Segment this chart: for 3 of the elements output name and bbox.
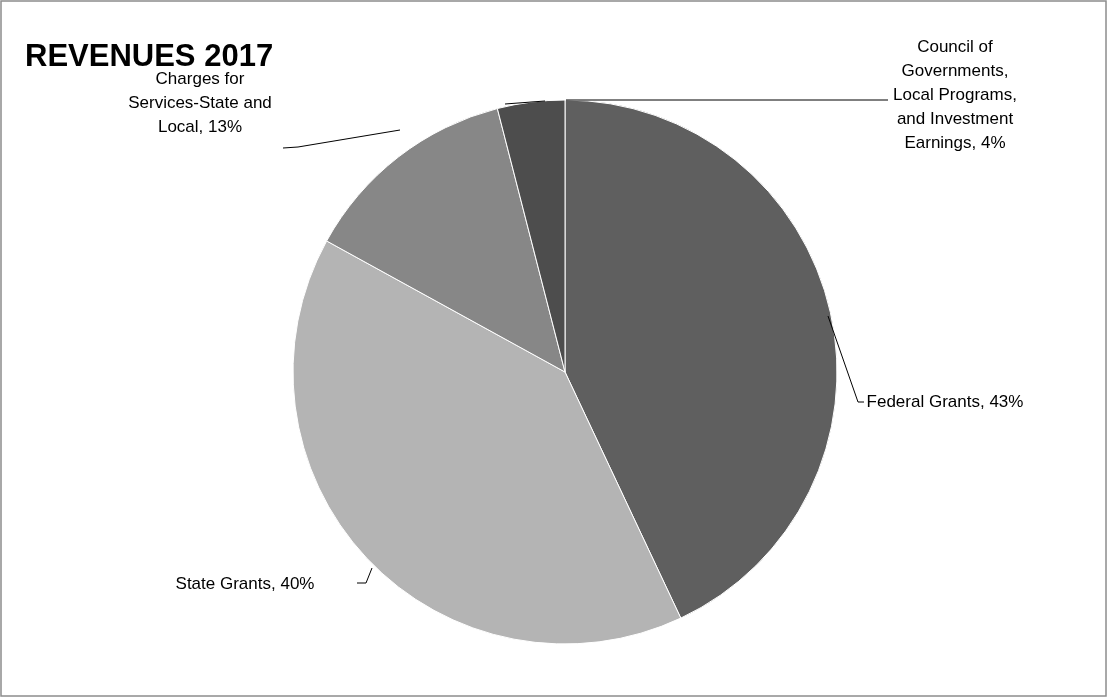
slice-label: Council of Governments, Local Programs, and Investment Earnings, 4% [893, 37, 1017, 152]
slice-label: State Grants, 40% [175, 574, 315, 593]
slice-label: Federal Grants, 43% [866, 392, 1024, 411]
